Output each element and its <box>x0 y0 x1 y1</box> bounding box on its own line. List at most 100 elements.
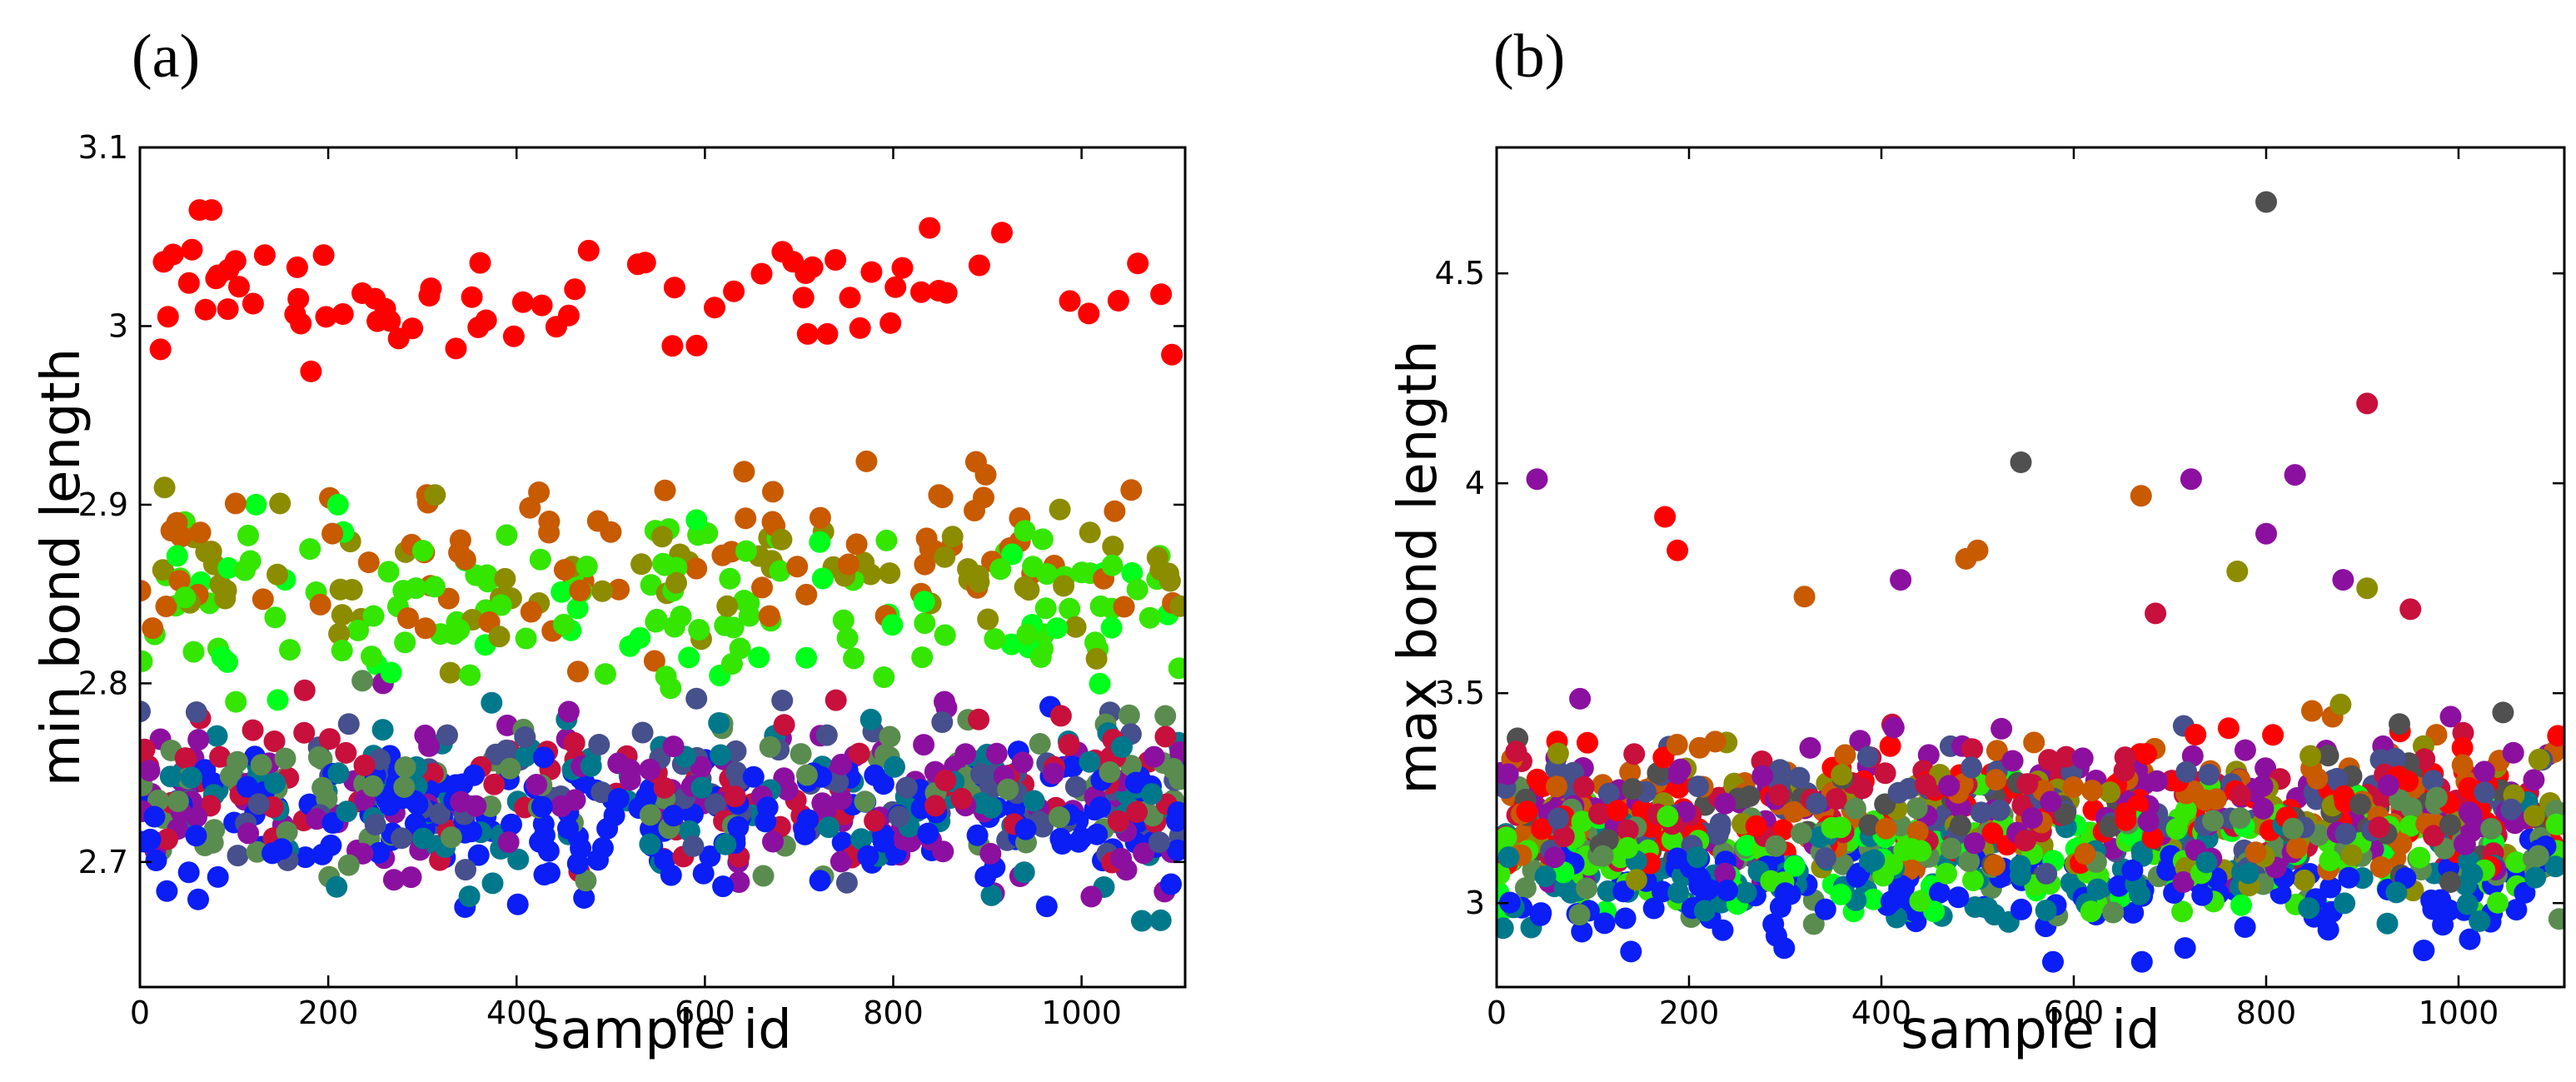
panel-a-point-purple <box>551 795 573 817</box>
panel-b-point-orange-brown <box>2306 767 2329 790</box>
panel-a-point-red <box>545 316 567 338</box>
panel-b-point-green <box>2171 900 2194 923</box>
panel-b-point-green <box>2319 850 2341 871</box>
panel-a-point-slate <box>771 690 794 711</box>
panel-b-point-outlier <box>1966 539 1989 561</box>
panel-a-point-bright-green <box>795 646 818 669</box>
panel-b-point-purple <box>2460 804 2483 826</box>
panel-a-point-red <box>188 199 211 222</box>
panel-a-point-green <box>832 609 855 631</box>
panel-a-point-crimson <box>924 795 947 817</box>
panel-a-point-red <box>723 280 745 302</box>
panel-b-point-green-gray <box>1940 837 1962 860</box>
panel-b-point-red <box>2135 743 2157 765</box>
panel-a-point-red <box>860 261 883 283</box>
panel-b-point-blue <box>1652 880 1673 903</box>
panel-a-point-slate <box>590 781 613 804</box>
panel-a-min-bond-length: (a) 0 200 400 600 800 1000 2.7 2.8 2.9 3 3.1 samp… <box>31 22 1187 1061</box>
panel-a-point-green <box>331 640 353 661</box>
panel-b-point-green-gray <box>1802 913 1825 935</box>
panel-a-point-orange-brown <box>309 593 331 616</box>
panel-b-point-orange-brown <box>1984 854 2006 876</box>
panel-a-point-crimson <box>1049 705 1072 727</box>
panel-a-point-blue <box>207 865 229 888</box>
panel-a-label: (a) <box>132 22 200 91</box>
panel-a-point-green <box>394 631 416 654</box>
panel-a-point-bright-green <box>245 493 267 516</box>
panel-a-point-red <box>194 298 217 321</box>
panel-a-point-purple <box>400 866 422 889</box>
panel-a-point-orange-brown <box>140 580 152 602</box>
panel-b-point-red <box>2115 809 2137 831</box>
panel-b-point-red <box>1981 822 2004 845</box>
panel-a-point-blue <box>531 795 553 818</box>
panel-b-point-gray <box>2054 803 2076 825</box>
panel-a-point-purple <box>662 735 685 758</box>
panel-a-point-orange-brown <box>252 588 274 611</box>
panel-a-point-green <box>1139 606 1161 629</box>
panel-a-point-red <box>228 276 250 298</box>
panel-a-point-crimson <box>353 754 376 776</box>
panel-b-point-purple <box>1543 846 1566 869</box>
panel-a-point-orange-brown <box>142 617 164 640</box>
panel-a-point-slate <box>888 805 910 828</box>
panel-a-point-blue <box>712 875 735 898</box>
panel-b-x-axis-label: sample id <box>1901 1000 2160 1061</box>
panel-b-point-slate <box>1597 782 1620 805</box>
panel-b-point-crimson <box>1961 738 1984 760</box>
panel-a-point-crimson <box>483 773 506 795</box>
panel-a-point-green <box>1016 623 1039 646</box>
panel-b-point-green-gray <box>1576 877 1597 900</box>
panel-a-point-orange-brown <box>758 605 780 627</box>
panel-a-point-green <box>655 666 677 688</box>
panel-a-point-olive <box>879 562 901 585</box>
panel-a-point-blue <box>1124 771 1147 794</box>
panel-a-point-crimson <box>773 714 795 736</box>
panel-a-point-slate <box>485 743 507 765</box>
panel-a-point-green-gray <box>274 747 296 770</box>
panel-a-point-red <box>420 277 442 300</box>
panel-b-point-gray <box>1858 814 1881 836</box>
panel-a-point-red <box>312 244 335 267</box>
panel-b-point-teal <box>2237 862 2260 885</box>
panel-a-x-tick-label: 600 <box>675 995 735 1031</box>
panel-b-point-purple <box>2473 760 2495 783</box>
panel-a-point-bright-green <box>211 646 233 668</box>
panel-a-point-teal <box>327 762 350 785</box>
panel-a-point-slate <box>514 726 536 748</box>
panel-a-point-orange-brown <box>569 580 591 601</box>
panel-a-point-slate <box>827 771 850 793</box>
panel-a-point-olive <box>328 622 351 645</box>
panel-a-point-green <box>347 619 369 641</box>
panel-b-point-gray <box>2439 871 2461 893</box>
panel-b-y-tick-label: 4 <box>1465 465 1485 501</box>
panel-b-point-blue <box>2010 898 2032 920</box>
panel-b-point-slate <box>1687 775 1709 798</box>
panel-a-point-olive <box>153 476 176 499</box>
panel-a-point-red <box>315 306 337 328</box>
panel-a-point-crimson <box>724 785 746 808</box>
panel-b-point-blue <box>2130 950 2153 973</box>
panel-a-point-orange-brown <box>795 583 818 606</box>
panel-a-point-green-gray <box>759 735 781 758</box>
panel-b-y-tick-label: 3.5 <box>1435 675 1485 711</box>
panel-b-point-red <box>1526 768 1548 790</box>
panel-a-point-green-gray <box>1168 768 1185 790</box>
panel-a-point-red <box>331 303 354 325</box>
panel-b-point-slate <box>1788 766 1811 789</box>
panel-b-point-blue <box>1571 920 1593 943</box>
panel-b-point-orange-brown <box>1875 817 1897 840</box>
panel-a-point-teal <box>710 744 732 766</box>
panel-a-point-green-gray <box>250 754 272 776</box>
panel-a-point-blue <box>566 852 589 875</box>
panel-b-point-purple <box>2021 807 2043 830</box>
panel-a-point-blue <box>742 765 765 788</box>
panel-b-point-gray <box>2317 745 2339 767</box>
panel-a-point-green <box>719 567 741 590</box>
panel-a-point-teal <box>639 833 661 855</box>
panel-a-point-blue <box>596 817 619 840</box>
panel-a-y-axis-label: min bond length <box>31 348 92 786</box>
panel-b-point-purple <box>1991 717 2013 740</box>
panel-a-point-blue <box>140 828 162 850</box>
panel-a-point-teal <box>507 848 530 870</box>
